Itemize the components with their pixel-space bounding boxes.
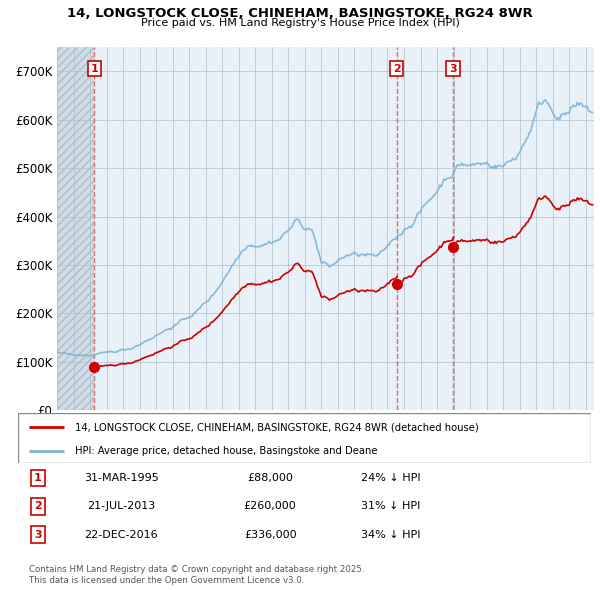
Text: 14, LONGSTOCK CLOSE, CHINEHAM, BASINGSTOKE, RG24 8WR: 14, LONGSTOCK CLOSE, CHINEHAM, BASINGSTO… [67, 7, 533, 20]
Text: 31% ↓ HPI: 31% ↓ HPI [361, 502, 420, 511]
Text: £336,000: £336,000 [244, 530, 296, 539]
Text: £260,000: £260,000 [244, 502, 296, 511]
Text: 2: 2 [392, 64, 400, 74]
Text: 34% ↓ HPI: 34% ↓ HPI [361, 530, 420, 539]
Text: HPI: Average price, detached house, Basingstoke and Deane: HPI: Average price, detached house, Basi… [76, 445, 378, 455]
Text: 3: 3 [34, 530, 42, 539]
Text: 22-DEC-2016: 22-DEC-2016 [85, 530, 158, 539]
Text: 2: 2 [34, 502, 42, 511]
Text: 21-JUL-2013: 21-JUL-2013 [87, 502, 155, 511]
Text: 24% ↓ HPI: 24% ↓ HPI [361, 473, 420, 483]
Text: Price paid vs. HM Land Registry's House Price Index (HPI): Price paid vs. HM Land Registry's House … [140, 18, 460, 28]
Text: 3: 3 [449, 64, 457, 74]
Text: 1: 1 [34, 473, 42, 483]
Text: 14, LONGSTOCK CLOSE, CHINEHAM, BASINGSTOKE, RG24 8WR (detached house): 14, LONGSTOCK CLOSE, CHINEHAM, BASINGSTO… [76, 422, 479, 432]
Bar [57, 47, 94, 410]
Text: £88,000: £88,000 [247, 473, 293, 483]
Text: Contains HM Land Registry data © Crown copyright and database right 2025.
This d: Contains HM Land Registry data © Crown c… [29, 565, 365, 585]
Text: 1: 1 [91, 64, 98, 74]
Text: 31-MAR-1995: 31-MAR-1995 [84, 473, 158, 483]
